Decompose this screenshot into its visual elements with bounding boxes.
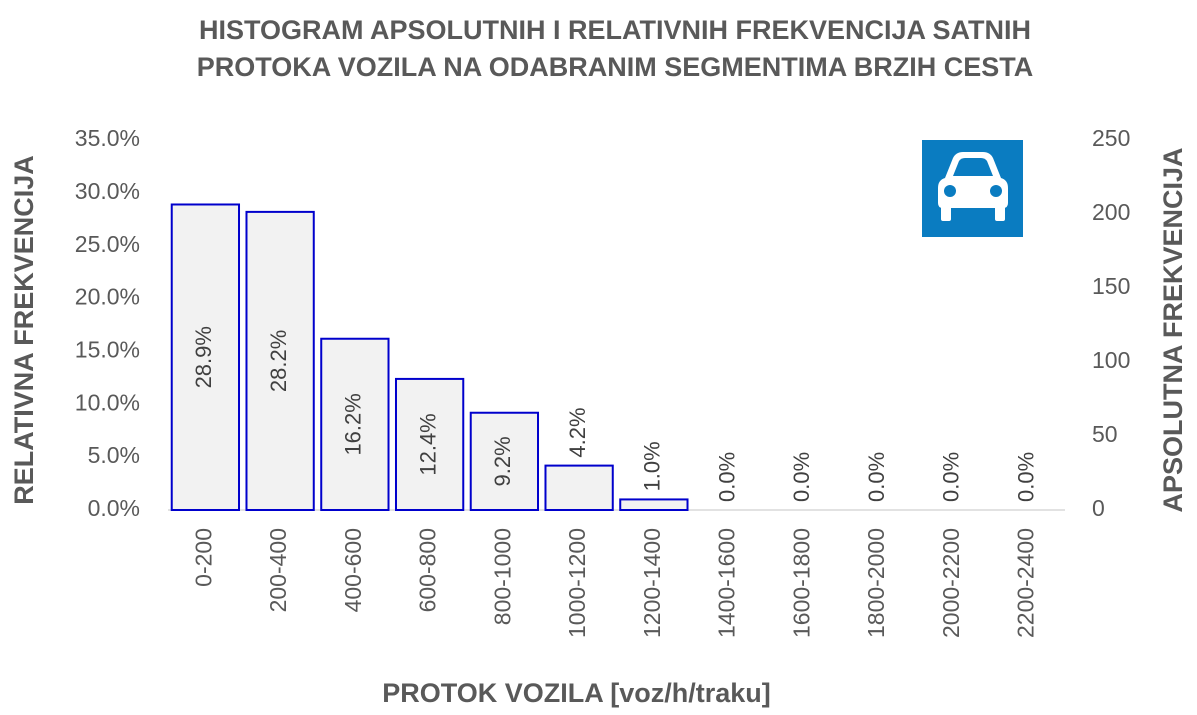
chart-title: HISTOGRAM APSOLUTNIH I RELATIVNIH FREKVE… xyxy=(196,15,1034,82)
bar xyxy=(320,337,390,511)
y-tick-label: 15.0% xyxy=(75,337,140,363)
bar xyxy=(619,498,689,511)
y2-tick-label: 0 xyxy=(1092,495,1105,521)
x-tick-label: 400-600 xyxy=(340,528,366,612)
value-label: 0.0% xyxy=(1013,452,1038,502)
y2-tick-label: 50 xyxy=(1092,421,1118,447)
value-label: 0.0% xyxy=(714,452,739,502)
y-tick-label: 0.0% xyxy=(88,495,140,521)
value-label: 12.4% xyxy=(415,413,440,475)
y-tick-label: 35.0% xyxy=(75,125,140,151)
x-tick-label: 200-400 xyxy=(265,528,291,612)
x-tick-label: 2200-2400 xyxy=(1013,528,1039,638)
x-tick-label: 1800-2000 xyxy=(863,528,889,638)
value-label: 0.0% xyxy=(864,452,889,502)
x-tick-label: 600-800 xyxy=(415,528,441,612)
y-tick-label: 30.0% xyxy=(75,178,140,204)
y2-tick-label: 150 xyxy=(1092,273,1130,299)
y-tick-label: 20.0% xyxy=(75,284,140,310)
y-tick-label: 5.0% xyxy=(88,442,140,468)
x-tick-label: 1400-1600 xyxy=(714,528,740,638)
y-tick-label: 25.0% xyxy=(75,231,140,257)
bar xyxy=(245,210,315,511)
y2-tick-label: 100 xyxy=(1092,347,1130,373)
y2-tick-label: 200 xyxy=(1092,199,1130,225)
x-tick-label: 1200-1400 xyxy=(639,528,665,638)
x-tick-label: 1000-1200 xyxy=(564,528,590,638)
y2-axis-title: APSOLUTNA FREKVENCIJA xyxy=(1158,147,1188,512)
y2-tick-label: 250 xyxy=(1092,125,1130,151)
value-label: 28.2% xyxy=(266,330,291,392)
value-label: 28.9% xyxy=(191,326,216,388)
x-tick-label: 1600-1800 xyxy=(788,528,814,638)
y-axis-title: RELATIVNA FREKVENCIJA xyxy=(9,155,39,505)
value-label: 9.2% xyxy=(490,436,515,486)
bar xyxy=(394,377,465,511)
x-tick-label: 0-200 xyxy=(190,528,216,587)
value-label: 0.0% xyxy=(789,452,814,502)
bar xyxy=(469,411,540,511)
x-tick-label: 2000-2200 xyxy=(938,528,964,638)
y-tick-label: 10.0% xyxy=(75,389,140,415)
bar xyxy=(170,203,241,511)
x-tick-label: 800-1000 xyxy=(489,528,515,625)
value-label: 16.2% xyxy=(341,393,366,455)
value-label: 1.0% xyxy=(640,441,665,491)
car-icon xyxy=(922,140,1023,237)
value-label: 0.0% xyxy=(939,452,964,502)
bar xyxy=(544,464,614,512)
value-label: 4.2% xyxy=(565,407,590,457)
x-axis-title: PROTOK VOZILA [voz/h/traku] xyxy=(382,678,771,708)
